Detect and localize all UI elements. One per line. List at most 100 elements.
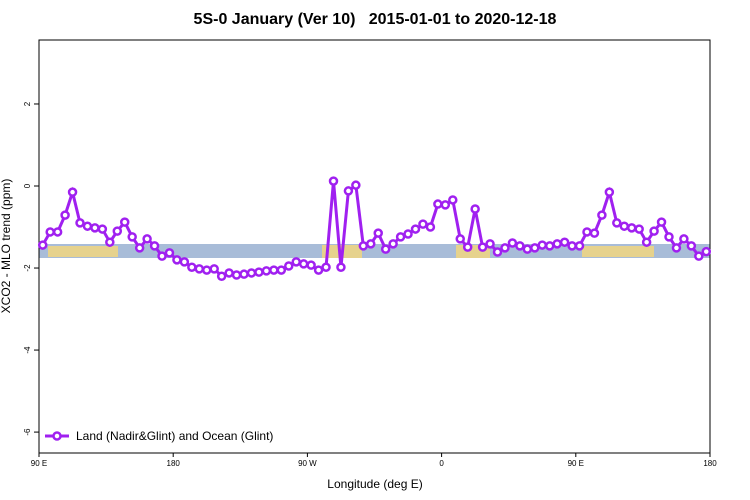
point: [425, 222, 436, 232]
point: [254, 267, 264, 277]
point: [597, 210, 607, 220]
point: [216, 271, 227, 281]
point: [544, 241, 555, 251]
point: [686, 241, 697, 251]
point: [351, 180, 361, 190]
point: [612, 218, 622, 228]
point: [500, 243, 510, 253]
point: [284, 261, 294, 271]
point: [626, 223, 637, 233]
point: [403, 229, 413, 239]
point: [336, 262, 346, 272]
point: [589, 228, 600, 238]
point: [522, 244, 533, 254]
point: [701, 246, 712, 257]
point: [179, 257, 190, 267]
point: [343, 186, 354, 196]
point: [366, 239, 376, 249]
point: [530, 243, 540, 253]
point: [656, 217, 667, 227]
point: [202, 265, 212, 275]
point: [492, 247, 503, 257]
point: [149, 241, 160, 251]
point: [328, 176, 339, 186]
point: [164, 248, 175, 258]
y-tick-label: -6: [23, 428, 32, 436]
point: [619, 221, 630, 231]
y-tick-label: 0: [23, 183, 32, 188]
y-tick-label: -2: [23, 264, 32, 272]
point: [112, 226, 123, 236]
point: [358, 241, 369, 251]
point: [388, 239, 398, 249]
point: [298, 259, 309, 269]
point: [395, 232, 406, 242]
point: [127, 232, 137, 242]
point: [45, 227, 55, 237]
legend-marker: [52, 431, 62, 441]
point: [649, 226, 659, 236]
point: [269, 265, 279, 275]
point: [246, 268, 257, 278]
legend-label: Land (Nadir&Glint) and Ocean (Glint): [76, 429, 273, 443]
point: [462, 242, 473, 252]
point: [537, 240, 547, 250]
point: [224, 268, 234, 278]
point: [440, 200, 451, 210]
point: [187, 262, 197, 272]
point: [119, 217, 130, 227]
point: [321, 262, 331, 272]
y-tick-label: -4: [23, 346, 32, 354]
point: [194, 264, 205, 274]
point: [239, 269, 249, 279]
point: [75, 218, 85, 228]
point: [679, 234, 689, 244]
point: [582, 227, 592, 237]
point: [604, 187, 615, 197]
point: [291, 257, 301, 267]
point: [410, 224, 421, 234]
point: [418, 219, 428, 229]
point: [90, 223, 100, 233]
point: [82, 221, 93, 231]
point: [477, 242, 488, 252]
point: [485, 239, 495, 249]
y-tick-label: 2: [23, 101, 32, 106]
point: [373, 228, 383, 238]
point: [105, 237, 115, 247]
x-tick-label: 180: [703, 459, 717, 468]
point: [209, 264, 219, 274]
point: [313, 265, 324, 275]
x-axis-label: Longitude (deg E): [327, 477, 422, 491]
x-tick-label: 90 W: [298, 459, 317, 468]
point: [67, 187, 78, 197]
x-tick-label: 90 E: [568, 459, 584, 468]
point: [261, 266, 272, 276]
x-tick-label: 180: [167, 459, 181, 468]
point: [134, 243, 145, 253]
point: [306, 260, 316, 270]
point: [574, 241, 585, 251]
point: [448, 195, 458, 205]
point: [664, 232, 674, 242]
point: [37, 240, 48, 250]
point: [433, 199, 443, 209]
point: [172, 255, 182, 265]
point: [552, 239, 562, 249]
point: [694, 251, 704, 261]
y-axis-label: XCO2 - MLO trend (ppm): [0, 179, 13, 314]
point: [231, 270, 242, 280]
chart-title: 5S-0 January (Ver 10) 2015-01-01 to 2020…: [194, 11, 557, 28]
point: [455, 234, 465, 244]
point: [507, 238, 518, 248]
point: [671, 243, 682, 253]
point: [142, 234, 152, 244]
point: [634, 224, 644, 234]
point: [515, 241, 525, 251]
point: [470, 204, 480, 214]
point: [52, 227, 63, 237]
x-tick-label: 90 E: [31, 459, 47, 468]
point: [60, 210, 70, 220]
point: [380, 244, 391, 254]
